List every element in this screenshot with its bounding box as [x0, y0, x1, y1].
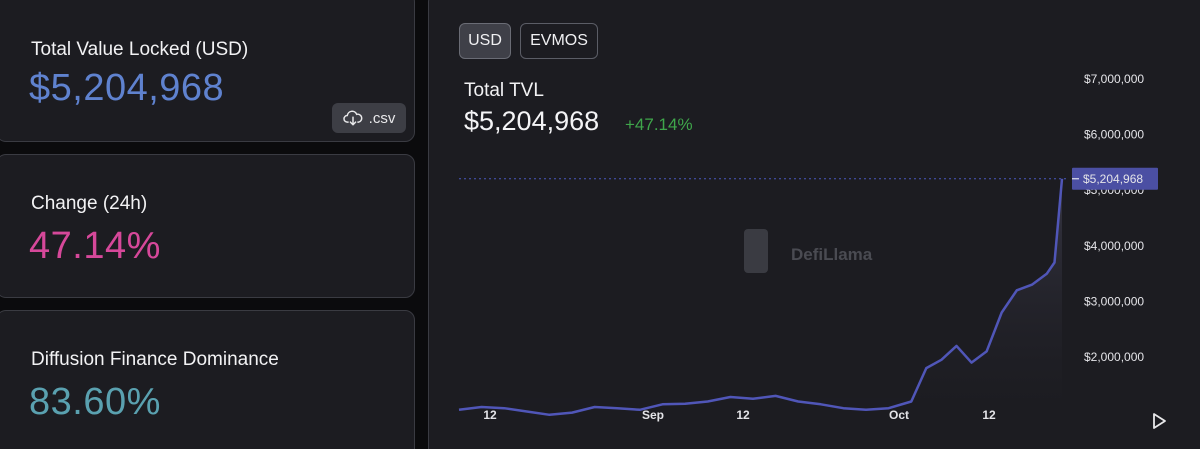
tvl-card: Total Value Locked (USD) $5,204,968 .csv	[0, 0, 415, 142]
y-tick-label: $7,000,000	[1084, 72, 1144, 86]
tvl-line	[458, 178, 1064, 417]
tvl-label: Total Value Locked (USD)	[31, 39, 249, 60]
chart-value: $5,204,968	[464, 106, 600, 136]
change-card: Change (24h) 47.14%	[0, 154, 415, 298]
current-value-label: $5,204,968	[1083, 172, 1143, 186]
dominance-card: Diffusion Finance Dominance 83.60%	[0, 310, 415, 449]
tvl-area	[459, 178, 1062, 415]
x-tick-label: 12	[483, 408, 497, 422]
x-tick-label: Oct	[889, 408, 909, 422]
y-tick-label: $3,000,000	[1084, 294, 1144, 308]
current-value-badge	[1072, 167, 1158, 190]
download-csv-button[interactable]: .csv	[332, 103, 406, 133]
change-label: Change (24h)	[31, 193, 148, 214]
cloud-download-icon	[343, 110, 363, 126]
chart-card: USD EVMOS Total TVL $5,204,968 +47.14% D…	[428, 0, 1200, 449]
play-icon[interactable]	[1149, 411, 1169, 431]
toggle-evmos[interactable]: EVMOS	[520, 23, 598, 59]
chart-title: Total TVL	[464, 80, 544, 101]
toggle-usd[interactable]: USD	[459, 23, 511, 59]
x-tick-label: 12	[982, 408, 996, 422]
y-tick-label: $4,000,000	[1084, 239, 1144, 253]
x-tick-label: Sep	[642, 408, 664, 422]
chart-change: +47.14%	[625, 115, 693, 134]
tvl-value: $5,204,968	[29, 67, 225, 109]
dominance-label: Diffusion Finance Dominance	[31, 349, 279, 370]
watermark-text: DefiLlama	[791, 245, 873, 264]
y-tick-label: $2,000,000	[1084, 350, 1144, 364]
x-tick-label: 12	[736, 408, 750, 422]
tvl-chart[interactable]: DefiLlama $2,000,000 $3,000,000 $4,000,000…	[429, 0, 1200, 449]
defillama-watermark: DefiLlama	[744, 229, 873, 273]
llama-logo-icon	[744, 229, 768, 273]
download-csv-label: .csv	[368, 109, 396, 127]
y-tick-label: $6,000,000	[1084, 128, 1144, 142]
change-value: 47.14%	[29, 225, 161, 267]
dominance-value: 83.60%	[29, 381, 161, 423]
